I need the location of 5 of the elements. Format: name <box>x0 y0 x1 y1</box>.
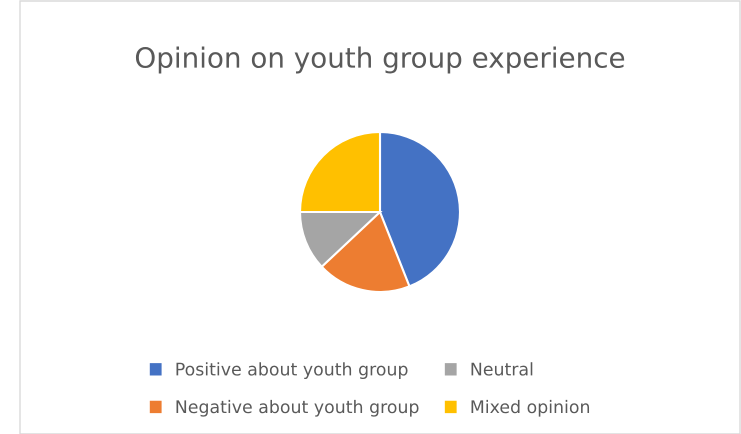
legend-label: Positive about youth group <box>176 362 408 380</box>
legend-label: Mixed opinion <box>472 400 590 417</box>
chart-title: Opinion on youth group experience <box>136 46 624 74</box>
legend-label: Negative about youth group <box>176 400 419 417</box>
legend-label: Neutral <box>472 362 532 376</box>
